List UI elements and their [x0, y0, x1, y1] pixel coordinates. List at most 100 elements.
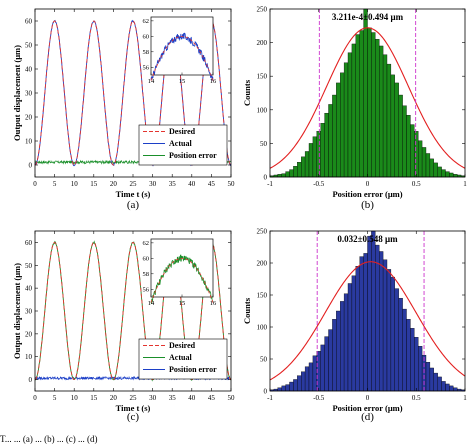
panel-b-ytick-label: 250: [257, 6, 268, 14]
panel-c-xtick-label: 40: [188, 394, 196, 402]
histogram-bar: [332, 319, 337, 392]
panel-c-xtick-label: 45: [208, 394, 216, 402]
histogram-bar: [355, 266, 360, 392]
histogram-bar: [328, 104, 333, 178]
panel-b-xtick-label: 0: [366, 180, 370, 188]
mean-std-annotation: 3.211e-4±0.494 μm: [332, 12, 404, 22]
legend-a: Desired Actual Position error: [138, 124, 228, 166]
panel-c-ytick-label: 20: [25, 330, 33, 338]
gaussian-fit-curve: [269, 27, 466, 169]
histogram-bar: [359, 30, 364, 178]
inset-series-actual: [150, 32, 214, 81]
panel-a-xtick-label: 15: [90, 180, 98, 188]
histogram-bar: [293, 166, 298, 178]
panel-a-ylabel: Output displacement (μm): [12, 45, 22, 141]
panel-a-xtick-label: 0: [33, 180, 37, 188]
inset-xtick-label: 15: [179, 300, 186, 307]
panel-c-ytick-label: 10: [25, 353, 33, 361]
histogram-bar: [340, 72, 345, 178]
inset-xtick-label: 16: [210, 78, 217, 85]
inset-xtick-label: 14: [148, 78, 155, 85]
histogram-bar: [363, 8, 368, 178]
panel-d-xtick-label: -1: [267, 394, 273, 402]
panel-a-xtick-label: 40: [188, 180, 196, 188]
histogram-bar: [410, 328, 415, 392]
panel-b-xlabel: Position error (μm): [332, 189, 402, 199]
panel-d-xtick-label: 1: [463, 394, 467, 402]
histogram-bar: [351, 275, 356, 392]
panel-c-xtick-label: 20: [110, 394, 118, 402]
panel-a-xtick-label: 10: [71, 180, 79, 188]
panel-b-ytick-label: 200: [257, 39, 268, 47]
histogram-bar: [277, 387, 282, 392]
legend-entry: Desired: [169, 341, 196, 350]
panel-b-xtick-label: -0.5: [313, 180, 325, 188]
panel-a-xtick-label: 20: [110, 180, 118, 188]
panel-c-ytick-label: 40: [25, 285, 33, 293]
histogram-bar: [449, 172, 454, 178]
panel-b-ytick-label: 0: [264, 174, 268, 182]
panel-c-xtick-label: 5: [53, 394, 57, 402]
panel-c-xtick-label: 50: [228, 394, 236, 402]
panel-a-xtick-label: 30: [149, 180, 157, 188]
histogram-bar: [367, 27, 372, 178]
histogram-bar: [316, 131, 321, 178]
inset-series-desired: [150, 257, 214, 303]
histogram-bar: [410, 124, 415, 178]
histogram-bar: [359, 256, 364, 392]
histogram-bar: [441, 169, 446, 178]
histogram-bar: [285, 171, 290, 178]
histogram-bar: [347, 52, 353, 178]
histogram-bar: [328, 329, 333, 392]
panel-a-ytick-label: 50: [25, 42, 33, 50]
legend-entry: Desired: [169, 127, 196, 136]
histogram-bar: [301, 156, 306, 178]
histogram-bar: [414, 337, 419, 392]
histogram-bar: [320, 123, 325, 178]
histogram-bar: [367, 235, 372, 392]
inset-ytick-label: 56: [143, 65, 150, 72]
inset-ytick-label: 62: [143, 18, 150, 25]
histogram-bar: [304, 151, 310, 178]
histogram-bar: [355, 34, 360, 178]
histogram-bar: [382, 54, 388, 178]
histogram-bar: [375, 39, 380, 178]
legend-box: [138, 124, 228, 166]
histogram-bar: [433, 372, 438, 392]
histogram-bar: [297, 162, 302, 178]
histogram-bar: [340, 301, 345, 392]
histogram-bar: [289, 381, 294, 392]
panel-c-xtick-label: 15: [90, 394, 98, 402]
histogram-bar: [437, 166, 442, 178]
inset-frame: [150, 238, 214, 298]
inset-ytick-label: 60: [143, 256, 150, 263]
inset-ytick-label: 56: [143, 287, 150, 294]
histogram-bar: [343, 293, 349, 392]
panel-d-ytick-label: 50: [260, 356, 268, 364]
legend-c: Desired Actual Position error: [138, 338, 228, 380]
panel-d-ytick-label: 100: [257, 324, 268, 332]
histogram-bar: [297, 375, 302, 392]
panel-d-xtick-label: -0.5: [313, 394, 325, 402]
histogram-bar: [351, 43, 356, 178]
histogram-bar: [308, 143, 314, 178]
panel-d: -1 -0.5 0 0.5 1 0 50 100 150 200 250 Position error…: [242, 228, 467, 424]
legend-box: [138, 338, 228, 380]
panel-c-panel-label: (c): [127, 411, 140, 423]
panel-c-ytick-label: 30: [25, 308, 33, 316]
histogram-bar: [382, 259, 388, 392]
panel-d-xlabel: Position error (μm): [332, 403, 402, 413]
inset-frame: [150, 16, 214, 76]
histogram-bar: [394, 288, 399, 392]
panel-d-ytick-label: 150: [257, 292, 268, 300]
panel-a-xtick-label: 5: [53, 180, 57, 188]
panel-a: 0 5 10 15 20 25 30 35 40 45 50 0 10 20 30 40 50 60 Time t …: [12, 8, 235, 211]
histogram-bar: [421, 147, 427, 178]
histogram-bar: [371, 230, 376, 392]
panel-b-ytick-label: 100: [257, 106, 268, 114]
histogram-bar: [336, 82, 341, 178]
inset-zoom-c: 14 15 16 56 58 60 62: [143, 238, 217, 307]
histogram-bar: [343, 62, 349, 178]
histogram-bar: [437, 376, 442, 392]
histogram-bar: [406, 319, 411, 392]
